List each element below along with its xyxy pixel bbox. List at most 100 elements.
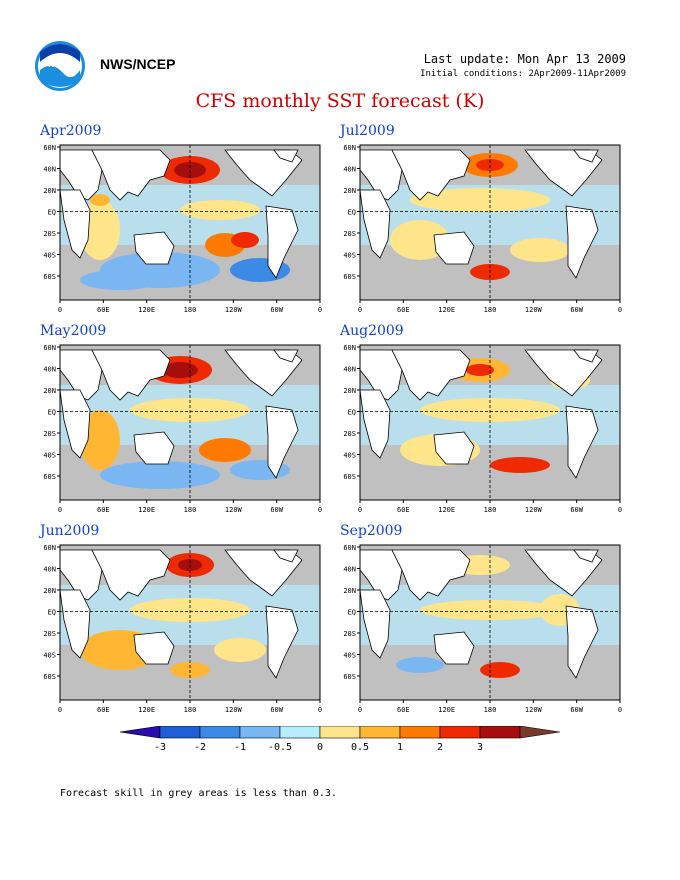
continent-shape	[573, 149, 599, 163]
lat-tick-label: 60S	[343, 473, 356, 481]
lon-tick-label: 0	[618, 506, 622, 514]
anomaly-blob	[490, 457, 550, 473]
lat-tick-label: 60S	[43, 473, 56, 481]
sst-map: 60N 40N 20N EQ 20S 40S 60S 0 60E 120E 180 120W 60W 0	[43, 344, 322, 514]
lon-tick-label: 120W	[525, 706, 543, 714]
lon-tick-label: 0	[358, 706, 362, 714]
lon-tick-label: 180	[184, 506, 197, 514]
lat-tick-label: 20S	[343, 430, 356, 438]
panel-label: Jul2009	[340, 123, 395, 139]
forecast-panel-aug: Aug2009 60N 40N 20N EQ 20S 40S 60S 0 60E 120E 180 1…	[340, 323, 640, 525]
colorbar-segment	[199, 726, 241, 739]
lat-tick-label: 40S	[43, 252, 56, 260]
continent-shape	[433, 231, 475, 265]
lon-tick-label: 120W	[225, 306, 243, 314]
lat-tick-label: EQ	[48, 409, 56, 417]
continent-shape	[91, 549, 171, 601]
sst-map: 60N 40N 20N EQ 20S 40S 60S 0 60E 120E 180 120W 60W 0	[343, 144, 622, 314]
anomaly-blob	[162, 362, 198, 378]
forecast-panel-apr: Apr2009 60N 40N 20N EQ 20S 40S 60S 0 60E 120E 180 1…	[40, 123, 340, 325]
lon-tick-label: 60W	[570, 506, 583, 514]
lat-tick-label: 20S	[43, 230, 56, 238]
lat-tick-label: 20S	[43, 430, 56, 438]
lat-tick-label: 40N	[43, 566, 56, 574]
lon-tick-label: 60E	[397, 706, 410, 714]
lon-tick-label: 120E	[138, 706, 155, 714]
page-title: CFS monthly SST forecast (K)	[195, 90, 485, 112]
lat-tick-label: 60N	[43, 544, 56, 552]
lon-tick-label: 120E	[438, 706, 455, 714]
lat-tick-label: 40N	[343, 366, 356, 374]
continent-shape	[565, 605, 599, 679]
continent-shape	[59, 589, 91, 659]
anomaly-blob	[510, 238, 570, 262]
lon-tick-label: 0	[318, 706, 322, 714]
lat-tick-label: 60N	[343, 344, 356, 352]
colorbar-label: 3	[477, 742, 483, 753]
lat-tick-label: 60N	[43, 144, 56, 152]
colorbar-segment	[439, 726, 481, 739]
anomaly-blob	[199, 438, 251, 462]
org-name: NWS/NCEP	[100, 56, 176, 72]
lon-tick-label: 0	[318, 506, 322, 514]
anomaly-blob	[80, 410, 120, 470]
lat-tick-label: 40N	[343, 166, 356, 174]
svg-text:NOAA: NOAA	[48, 60, 72, 69]
lat-tick-label: 40N	[343, 566, 356, 574]
anomaly-blob	[100, 461, 220, 489]
lat-tick-label: 20N	[43, 387, 56, 395]
continent-shape	[573, 349, 599, 363]
continent-shape	[273, 349, 299, 363]
colorbar-label: 1	[397, 742, 403, 753]
continent-shape	[359, 389, 391, 459]
panel-label: Apr2009	[40, 123, 102, 139]
lat-tick-label: 20N	[43, 187, 56, 195]
lon-tick-label: 60W	[270, 306, 283, 314]
lat-tick-label: EQ	[48, 209, 56, 217]
lon-tick-label: 180	[184, 706, 197, 714]
lon-tick-label: 60W	[270, 506, 283, 514]
colorbar-label: 0.5	[351, 742, 369, 753]
forecast-panel-sep: Sep2009 60N 40N 20N EQ 20S 40S 60S 0 60E 120E 180 1…	[340, 523, 640, 725]
continent-shape	[273, 549, 299, 563]
continent-shape	[573, 549, 599, 563]
anomaly-blob	[90, 194, 110, 206]
panel-label: Aug2009	[340, 323, 404, 339]
lon-tick-label: 60E	[397, 306, 410, 314]
colorbar-segment	[279, 726, 321, 739]
colorbar-segment	[519, 726, 560, 739]
lat-tick-label: 40N	[43, 366, 56, 374]
colorbar-label: -3	[154, 742, 166, 753]
lon-tick-label: 120W	[225, 706, 243, 714]
lon-tick-label: 120E	[438, 306, 455, 314]
lon-tick-label: 180	[484, 706, 497, 714]
lon-tick-label: 120W	[525, 506, 543, 514]
lon-tick-label: 0	[58, 706, 62, 714]
lon-tick-label: 120W	[225, 506, 243, 514]
lon-tick-label: 0	[58, 306, 62, 314]
lat-tick-label: 20S	[343, 630, 356, 638]
continent-shape	[265, 605, 299, 679]
anomaly-blob	[180, 200, 260, 220]
lat-tick-label: EQ	[348, 209, 356, 217]
lon-tick-label: 60E	[97, 506, 110, 514]
colorbar-label: -1	[234, 742, 246, 753]
continent-shape	[133, 231, 175, 265]
lat-tick-label: 40S	[343, 452, 356, 460]
lat-tick-label: 60S	[343, 273, 356, 281]
colorbar-segment	[479, 726, 521, 739]
lat-tick-label: 60S	[343, 673, 356, 681]
continent-shape	[265, 205, 299, 279]
footnote: Forecast skill in grey areas is less tha…	[60, 788, 337, 799]
lat-tick-label: 20N	[343, 187, 356, 195]
continent-shape	[59, 389, 91, 459]
anomaly-blob	[480, 662, 520, 678]
lat-tick-label: 20N	[43, 587, 56, 595]
forecast-panel-may: May2009 60N 40N 20N EQ 20S 40S 60S 0 60E 120E 180 1…	[40, 323, 340, 525]
continent-shape	[273, 149, 299, 163]
sst-map: 60N 40N 20N EQ 20S 40S 60S 0 60E 120E 180 120W 60W 0	[343, 344, 622, 514]
colorbar-label: -2	[194, 742, 206, 753]
colorbar-label: 2	[437, 742, 443, 753]
lon-tick-label: 60W	[570, 706, 583, 714]
lon-tick-label: 180	[484, 306, 497, 314]
